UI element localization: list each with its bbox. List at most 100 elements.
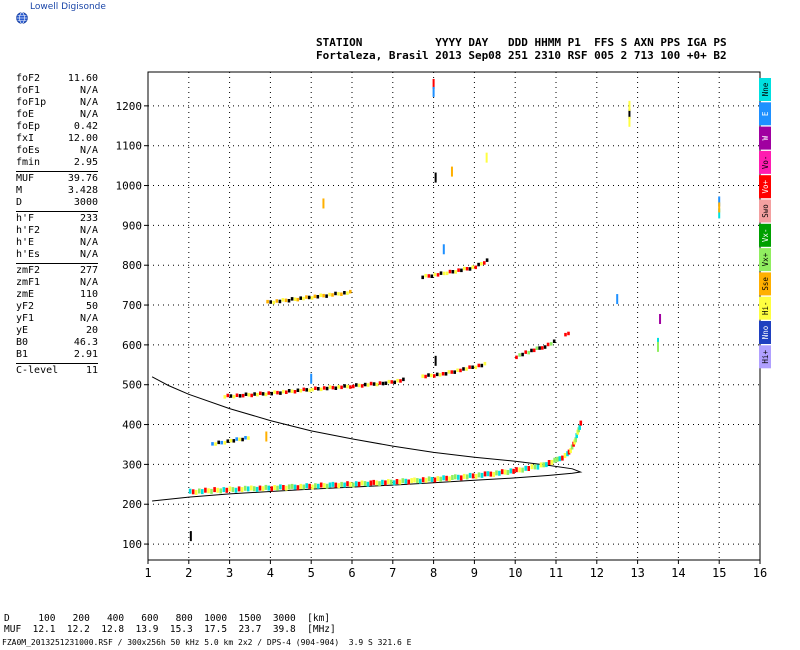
echo-mark: [334, 482, 338, 488]
echo-mark: [524, 465, 527, 471]
echo-mark: [372, 382, 376, 386]
x-tick-label: 12: [590, 566, 604, 580]
param-group-heights: h'F 233 h'F2 N/A h'E N/A h'Es N/A: [16, 213, 98, 261]
echo-mark: [460, 268, 463, 273]
echo-mark: [477, 262, 480, 267]
echo-mark: [343, 384, 346, 388]
echo-mark: [258, 485, 262, 491]
echo-mark: [566, 451, 569, 457]
param-label: yF2: [16, 301, 35, 312]
echo-mark: [407, 479, 410, 485]
echo-mark: [198, 488, 201, 494]
legend-label: Nno: [761, 325, 770, 339]
echo-mark: [346, 291, 349, 295]
echo-mark: [325, 294, 328, 298]
echo-mark: [250, 485, 253, 491]
echo-mark: [252, 486, 256, 492]
echo-mark: [389, 479, 393, 485]
distance-row: D 100 200 400 600 800 1000 1500 3000 [km…: [4, 613, 331, 624]
param-row-ye: yE 20: [16, 325, 98, 337]
echo-mark: [390, 380, 394, 384]
echo-point: [616, 294, 619, 305]
echo-mark: [578, 424, 581, 430]
echo-point: [442, 244, 445, 255]
echo-mark: [527, 350, 530, 355]
echo-mark: [463, 266, 466, 271]
echo-mark: [228, 486, 232, 492]
echo-mark: [194, 489, 198, 495]
echo-mark: [287, 484, 291, 490]
echo-mark: [539, 462, 543, 468]
echo-point: [322, 198, 325, 209]
echo-mark: [480, 472, 484, 478]
echo-mark: [346, 481, 349, 487]
legend-swatch: [759, 175, 771, 199]
header-values: Fortaleza, Brasil 2013 Sep08 251 2310 RS…: [316, 49, 727, 62]
echo-mark: [222, 487, 226, 493]
param-row-foep: foEp 0.42: [16, 121, 98, 133]
echo-mark: [498, 470, 501, 476]
legend-label: Swo: [761, 204, 770, 218]
echo-mark: [302, 484, 306, 490]
echo-mark: [279, 391, 282, 395]
param-value: 3000: [73, 197, 98, 208]
param-row-foes: foEs N/A: [16, 145, 98, 157]
echo-mark: [343, 482, 346, 488]
echo-mark: [299, 296, 302, 300]
x-tick-label: 1: [144, 566, 151, 580]
echo-mark: [421, 275, 424, 280]
echo-mark: [436, 273, 440, 277]
echo-mark: [281, 298, 285, 302]
echo-mark: [328, 482, 332, 488]
echo-mark: [465, 474, 469, 480]
echo-mark: [410, 478, 413, 484]
echo-mark: [290, 389, 294, 393]
echo-mark: [471, 365, 474, 369]
echo-mark: [340, 481, 343, 487]
param-value: 3.428: [67, 185, 98, 196]
echo-mark: [465, 267, 469, 271]
echo-mark: [550, 459, 554, 465]
legend-label: Vo+: [761, 179, 770, 193]
echo-mark: [433, 374, 436, 378]
echo-point: [434, 355, 437, 366]
echo-mark: [579, 420, 583, 426]
echo-mark: [216, 487, 219, 493]
echo-mark: [430, 477, 434, 482]
echo-mark: [317, 483, 320, 489]
echo-mark: [238, 394, 242, 398]
param-value: N/A: [79, 225, 98, 236]
legend-item-hi-: Hi+: [759, 345, 771, 369]
echo-mark: [570, 444, 574, 450]
echo-mark: [305, 388, 308, 392]
echo-point: [189, 531, 192, 542]
echo-mark: [480, 262, 483, 266]
echo-point: [265, 431, 268, 442]
legend-label: Vx-: [761, 229, 770, 243]
echo-mark: [558, 456, 562, 462]
param-value: N/A: [79, 97, 98, 108]
echo-trace: [211, 436, 250, 446]
echo-point: [432, 78, 435, 89]
echo-mark: [421, 374, 424, 378]
echo-mark: [243, 485, 247, 491]
param-row-h-es: h'Es N/A: [16, 249, 98, 261]
echo-mark: [322, 293, 325, 298]
echo-mark: [485, 258, 489, 262]
echo-mark: [369, 381, 373, 386]
echo-mark: [331, 481, 335, 487]
legend-item-sse: Sse: [759, 272, 771, 296]
echo-mark: [305, 295, 308, 299]
echo-traces: [188, 78, 721, 542]
echo-mark: [191, 489, 195, 495]
echo-mark: [282, 389, 285, 394]
echo-mark: [293, 484, 297, 490]
legend-label: Nne: [761, 82, 770, 96]
echo-mark: [319, 387, 323, 392]
echo-mark: [536, 464, 540, 470]
echo-mark: [433, 477, 437, 483]
y-tick-label: 400: [122, 419, 142, 432]
parameter-panel: foF2 11.60 foF1 N/A foF1p N/A foE N/A foEp 0.42 fx…: [16, 73, 98, 377]
echo-mark: [308, 483, 311, 489]
echo-point: [659, 313, 662, 324]
